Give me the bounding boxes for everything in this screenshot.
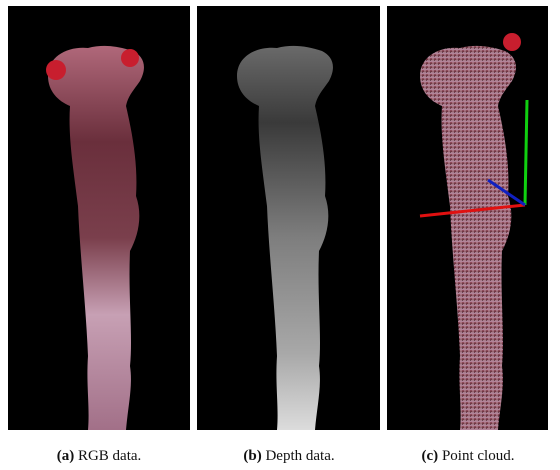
panel-label: (a) (57, 448, 75, 464)
caption-text: Point cloud. (442, 448, 515, 464)
caption-text: Depth data. (265, 448, 334, 464)
red-tissue (121, 49, 139, 67)
caption-b: (b) Depth data. (243, 448, 334, 464)
panel-c (387, 6, 548, 430)
caption-a: (a) RGB data. (57, 448, 142, 464)
caption-c: (c) Point cloud. (422, 448, 515, 464)
panel-label: (b) (243, 448, 261, 464)
red-tissue (503, 33, 521, 51)
red-tissue (46, 60, 66, 80)
panel-a (8, 6, 190, 430)
y-axis-arrow (525, 100, 527, 205)
figure: (a) RGB data. (b) Depth data. (c) Point … (0, 0, 560, 470)
panel-b (197, 6, 380, 430)
panel-label: (c) (422, 448, 439, 464)
caption-text: RGB data. (78, 448, 141, 464)
